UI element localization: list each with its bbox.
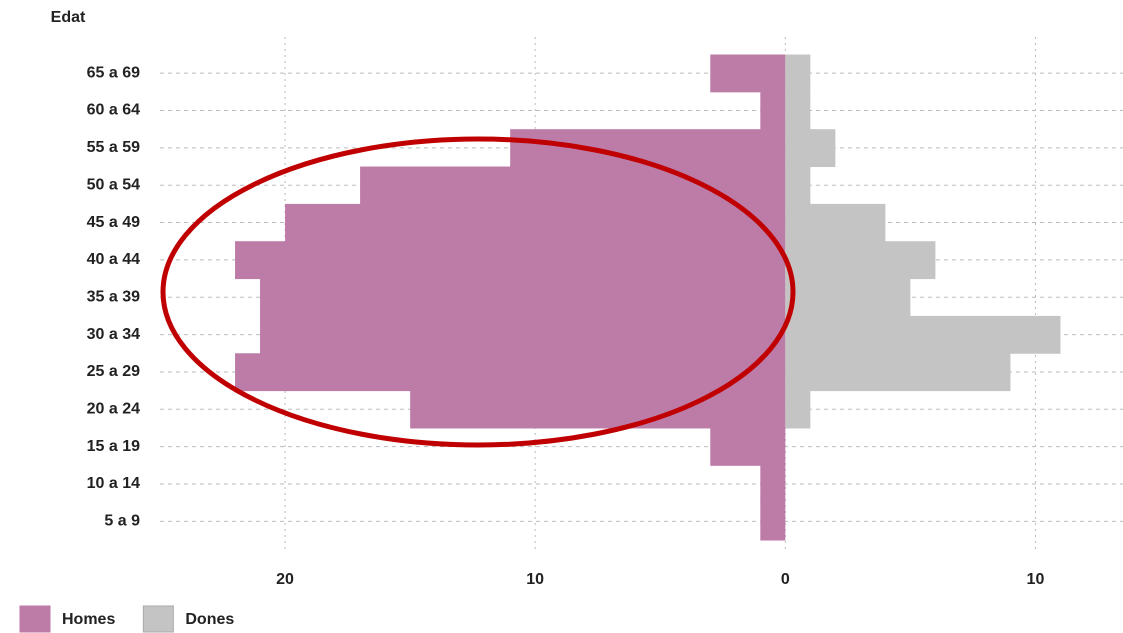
x-tick-label: 0	[781, 571, 790, 588]
bar	[410, 390, 786, 429]
bar	[235, 241, 786, 280]
bar	[760, 502, 786, 541]
bar	[785, 241, 936, 280]
bar	[710, 54, 786, 93]
bar	[785, 91, 811, 130]
bar	[260, 315, 786, 354]
x-tick-label: 20	[276, 571, 294, 588]
legend-swatch	[142, 605, 174, 633]
highlight-ellipse	[160, 136, 796, 448]
bar	[785, 353, 1011, 392]
legend-label: Dones	[185, 611, 234, 628]
legend-swatch	[19, 605, 51, 633]
x-tick-label: 10	[1027, 571, 1045, 588]
bars	[235, 54, 1061, 541]
y-tick-label: 5 a 9	[104, 513, 140, 530]
bar	[785, 278, 911, 317]
x-tick-label: 10	[526, 571, 544, 588]
bar	[785, 315, 1061, 354]
y-tick-label: 30 a 34	[87, 326, 140, 343]
y-tick-label: 50 a 54	[87, 176, 140, 193]
bar	[785, 166, 811, 205]
y-tick-label: 20 a 24	[87, 401, 140, 418]
bar	[760, 465, 786, 504]
y-tick-label: 35 a 39	[87, 288, 140, 305]
y-axis-title: Edat	[51, 9, 86, 26]
y-tick-label: 45 a 49	[87, 214, 140, 231]
bar	[360, 166, 786, 205]
y-tick-label: 60 a 64	[87, 102, 140, 119]
bar	[760, 91, 786, 130]
y-tick-label: 55 a 59	[87, 139, 140, 156]
bar	[785, 390, 811, 429]
bar	[260, 278, 786, 317]
y-tick-label: 65 a 69	[87, 64, 140, 81]
y-tick-label: 40 a 44	[87, 251, 140, 268]
bar	[710, 427, 786, 466]
bar	[785, 203, 886, 242]
y-tick-label: 25 a 29	[87, 363, 140, 380]
bar	[235, 353, 786, 392]
y-tick-label: 10 a 14	[87, 475, 140, 492]
bar	[785, 54, 811, 93]
y-tick-label: 15 a 19	[87, 438, 140, 455]
bar	[285, 203, 786, 242]
bar	[785, 129, 836, 168]
legend-label: Homes	[62, 611, 115, 628]
